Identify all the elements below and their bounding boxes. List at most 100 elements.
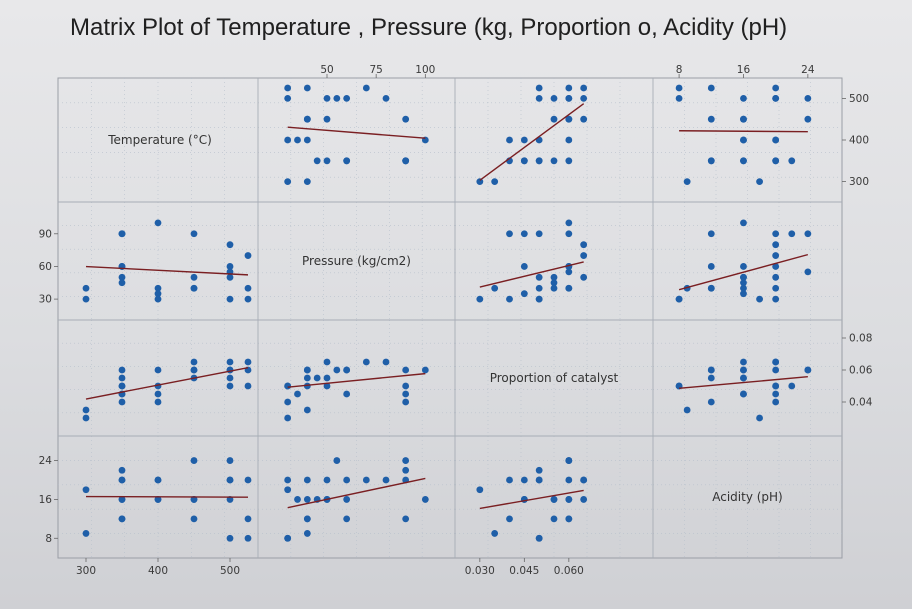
data-point-temp-vs-press (303, 178, 311, 186)
data-point-press-vs-ph (740, 279, 747, 287)
data-point-ph-vs-press (323, 476, 331, 484)
data-point-temp-vs-ph (788, 157, 796, 165)
data-point-temp-vs-prop (535, 95, 543, 102)
data-point-press-vs-ph (740, 273, 747, 281)
fit-line-press-vs-temp (85, 265, 249, 276)
data-point-ph-vs-temp (118, 476, 126, 484)
data-point-prop-vs-press (343, 366, 351, 374)
data-point-press-vs-prop (535, 295, 543, 303)
data-point-temp-vs-ph (772, 157, 780, 165)
fit-line-ph-vs-press (287, 477, 426, 509)
data-point-temp-vs-prop (565, 157, 573, 165)
data-point-temp-vs-ph (772, 95, 780, 102)
tick-label-left: 8 (45, 533, 52, 545)
tick-label-top: 50 (320, 64, 333, 76)
data-point-ph-vs-press (284, 486, 292, 494)
data-point-press-vs-prop (535, 230, 543, 238)
data-point-temp-vs-press (382, 95, 390, 102)
data-point-prop-vs-temp (118, 398, 126, 406)
data-point-temp-vs-press (284, 178, 292, 186)
data-point-temp-vs-ph (675, 95, 683, 102)
data-point-temp-vs-press (303, 84, 311, 92)
data-point-ph-vs-temp (118, 515, 126, 523)
tick-label-left: 24 (39, 455, 53, 467)
data-point-temp-vs-prop (565, 136, 573, 144)
data-point-temp-vs-prop (506, 136, 513, 144)
data-point-prop-vs-ph (707, 398, 715, 406)
data-point-ph-vs-temp (226, 457, 234, 464)
data-point-press-vs-temp (190, 230, 198, 238)
data-point-press-vs-temp (190, 284, 198, 292)
data-point-prop-vs-press (294, 390, 301, 398)
data-point-ph-vs-prop (550, 515, 558, 523)
diagonal-label-ph: Acidity (pH) (712, 490, 783, 504)
data-point-prop-vs-ph (788, 382, 796, 390)
data-point-prop-vs-temp (154, 366, 162, 374)
data-point-prop-vs-ph (740, 366, 747, 374)
data-point-press-vs-prop (565, 230, 573, 238)
data-point-prop-vs-ph (804, 366, 812, 374)
data-point-prop-vs-ph (772, 366, 780, 374)
data-point-prop-vs-press (343, 390, 351, 398)
data-point-prop-vs-press (362, 358, 370, 366)
data-point-press-vs-temp (244, 252, 252, 259)
data-point-temp-vs-press (294, 136, 301, 144)
data-point-ph-vs-prop (476, 486, 484, 494)
data-point-press-vs-temp (226, 273, 234, 281)
data-point-ph-vs-prop (506, 476, 513, 484)
data-point-press-vs-temp (244, 284, 252, 292)
data-point-prop-vs-ph (772, 398, 780, 406)
tick-label-left: 60 (39, 261, 52, 273)
data-point-temp-vs-ph (740, 157, 747, 165)
data-point-press-vs-temp (82, 295, 90, 303)
data-point-press-vs-prop (565, 284, 573, 292)
fit-line-prop-vs-temp (85, 366, 249, 400)
data-point-temp-vs-ph (740, 136, 747, 144)
data-point-temp-vs-press (303, 136, 311, 144)
data-point-temp-vs-press (402, 115, 410, 123)
data-point-prop-vs-press (333, 366, 341, 374)
data-point-ph-vs-temp (190, 457, 198, 464)
tick-label-left: 30 (39, 294, 52, 306)
tick-label-bottom: 0.060 (554, 565, 584, 577)
diagonal-label-prop: Proportion of catalyst (490, 371, 619, 385)
data-point-prop-vs-ph (740, 390, 747, 398)
data-point-ph-vs-press (402, 457, 410, 464)
data-point-press-vs-temp (226, 241, 234, 249)
data-point-prop-vs-press (402, 390, 410, 398)
tick-label-right: 300 (849, 176, 869, 188)
data-point-prop-vs-temp (244, 358, 252, 366)
data-point-ph-vs-press (303, 530, 311, 537)
data-point-prop-vs-press (402, 382, 410, 390)
data-point-press-vs-prop (580, 252, 588, 259)
diagonal-label-temp: Temperature (°C) (107, 133, 212, 147)
data-point-temp-vs-ph (804, 95, 812, 102)
data-point-temp-vs-prop (580, 84, 588, 92)
data-point-prop-vs-press (303, 406, 311, 414)
data-point-temp-vs-ph (772, 136, 780, 144)
data-point-temp-vs-ph (707, 115, 715, 123)
data-point-ph-vs-temp (244, 515, 252, 523)
fit-line-ph-vs-temp (85, 495, 249, 498)
data-point-press-vs-prop (580, 273, 588, 281)
data-point-prop-vs-press (284, 414, 292, 422)
data-point-press-vs-temp (154, 295, 162, 303)
data-point-ph-vs-prop (565, 496, 573, 503)
data-point-prop-vs-temp (118, 374, 126, 382)
data-point-ph-vs-press (343, 515, 351, 523)
data-point-prop-vs-temp (118, 382, 126, 390)
data-point-press-vs-temp (226, 295, 234, 303)
data-point-ph-vs-prop (520, 476, 528, 484)
tick-label-bottom: 300 (76, 565, 96, 577)
data-point-prop-vs-ph (772, 358, 780, 366)
data-point-press-vs-prop (535, 273, 543, 281)
data-point-press-vs-prop (550, 273, 558, 281)
data-point-ph-vs-press (294, 496, 301, 503)
data-point-prop-vs-temp (154, 390, 162, 398)
data-point-temp-vs-prop (580, 115, 588, 123)
data-point-prop-vs-press (323, 382, 331, 390)
data-point-prop-vs-temp (226, 382, 234, 390)
data-point-press-vs-ph (772, 263, 780, 270)
data-point-temp-vs-ph (707, 157, 715, 165)
